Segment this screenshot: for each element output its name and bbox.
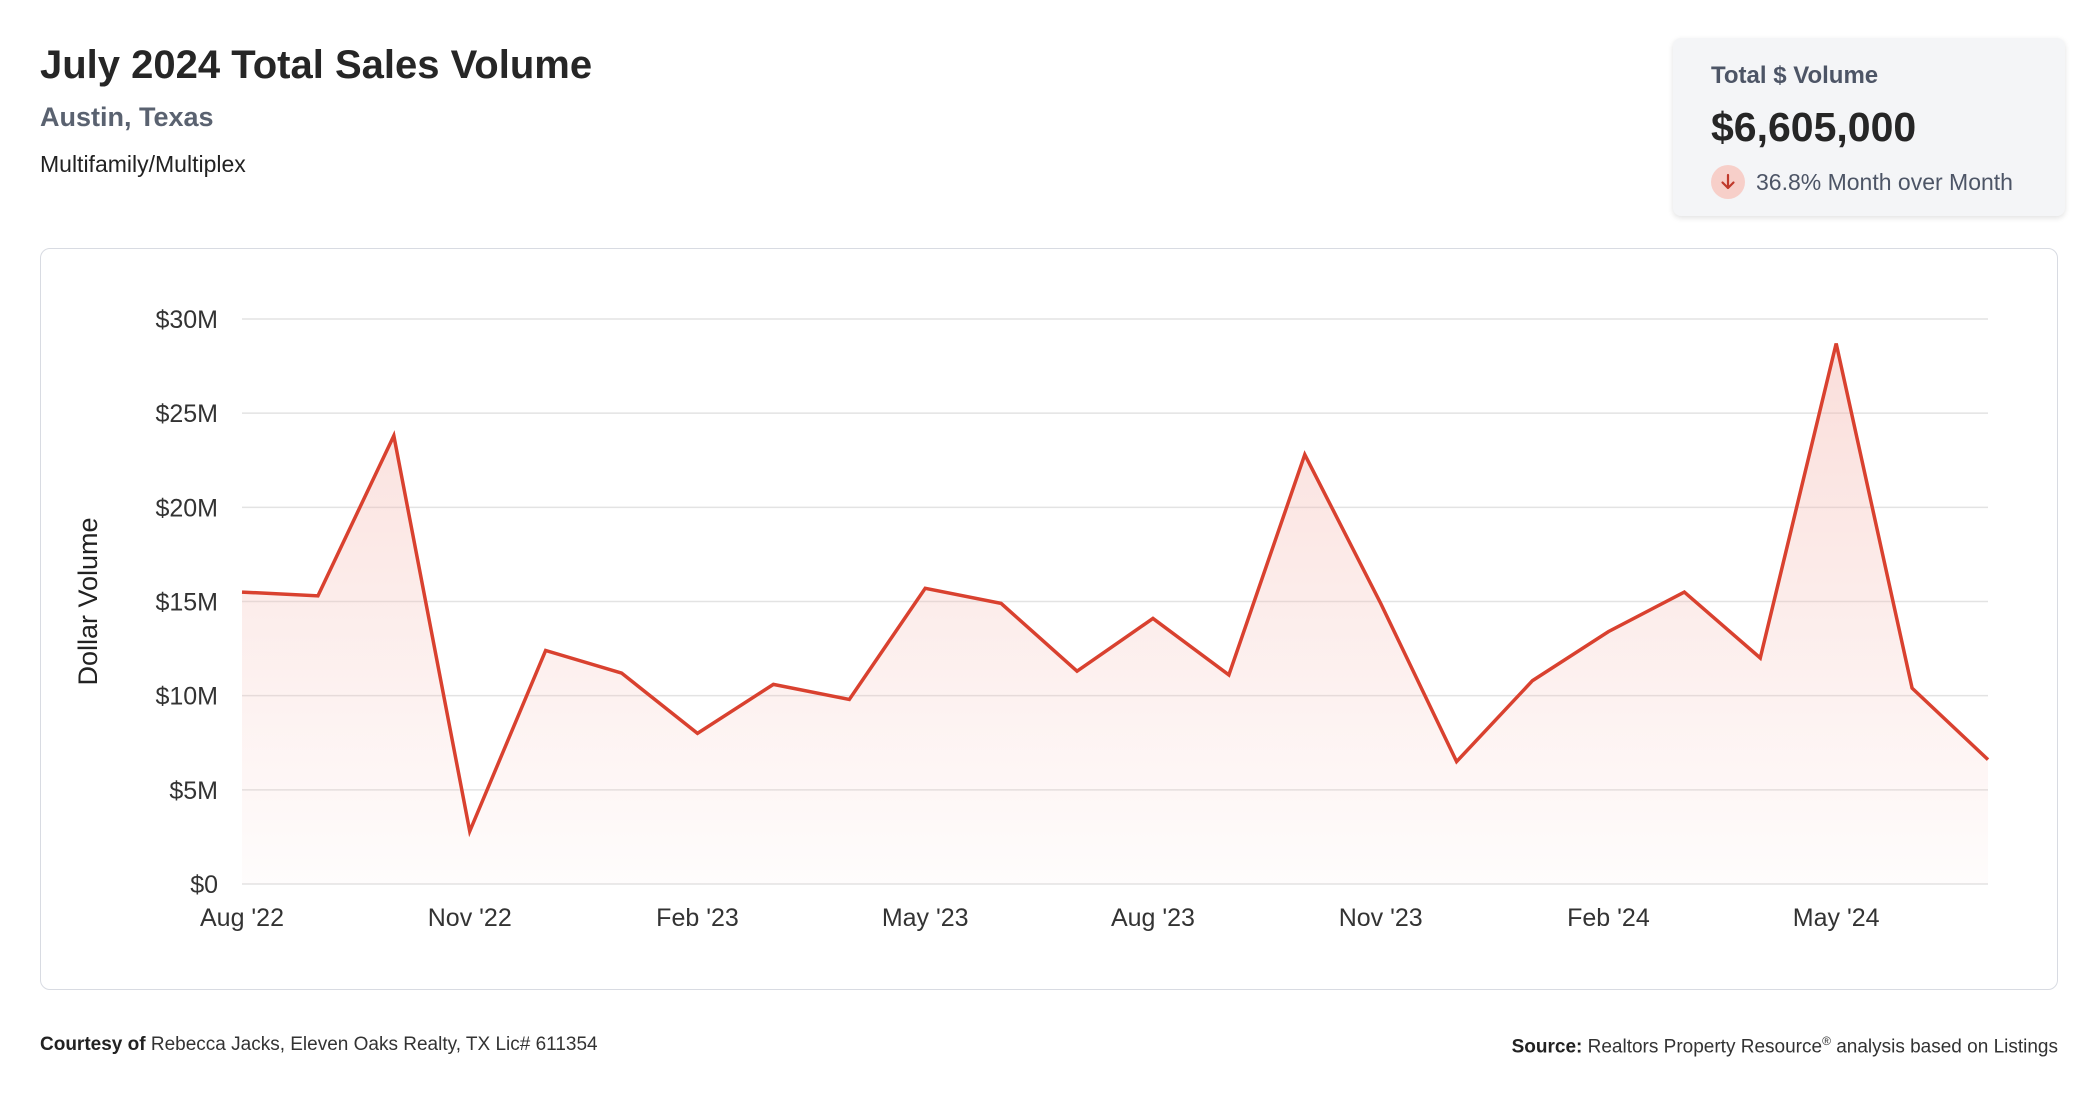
- data-point[interactable]: [843, 693, 855, 705]
- data-point[interactable]: [616, 667, 628, 679]
- source-label: Source:: [1511, 1036, 1583, 1058]
- data-point[interactable]: [1830, 337, 1842, 349]
- data-point[interactable]: [1147, 612, 1159, 624]
- area-fill: [242, 343, 1988, 884]
- data-point[interactable]: [767, 678, 779, 690]
- page-title: July 2024 Total Sales Volume: [40, 43, 593, 87]
- x-tick-label: May '23: [882, 904, 969, 932]
- y-tick-label: $15M: [155, 589, 218, 617]
- y-tick-label: $0: [190, 871, 218, 899]
- courtesy-text: Rebecca Jacks, Eleven Oaks Realty, TX Li…: [150, 1034, 598, 1055]
- x-tick-label: Nov '22: [428, 904, 512, 932]
- location-subtitle: Austin, Texas: [40, 102, 214, 132]
- data-point[interactable]: [919, 582, 931, 594]
- sales-volume-chart: $0 $5M $10M $15M $20M $25M $30M Aug '22 Nov '22 F…: [73, 306, 1994, 932]
- x-tick-label: Aug '22: [200, 904, 284, 932]
- registered-mark: ®: [1822, 1034, 1831, 1048]
- stat-value: $6,605,000: [1711, 104, 1917, 150]
- data-point[interactable]: [540, 644, 552, 656]
- data-point[interactable]: [1678, 586, 1690, 598]
- data-point[interactable]: [464, 825, 476, 837]
- data-point[interactable]: [1906, 682, 1918, 694]
- data-point[interactable]: [312, 590, 324, 602]
- data-point[interactable]: [691, 727, 703, 739]
- data-point[interactable]: [236, 586, 248, 598]
- data-point[interactable]: [1299, 449, 1311, 461]
- data-point[interactable]: [1602, 626, 1614, 638]
- courtesy-footer: Courtesy of Rebecca Jacks, Eleven Oaks R…: [40, 1034, 598, 1056]
- data-point[interactable]: [1754, 652, 1766, 664]
- data-point[interactable]: [1071, 665, 1083, 677]
- y-tick-label: $5M: [169, 777, 218, 805]
- data-point[interactable]: [1527, 675, 1539, 687]
- series-line: [241, 343, 1990, 838]
- data-point[interactable]: [1451, 756, 1463, 768]
- stat-change-text: 36.8% Month over Month: [1756, 168, 2013, 195]
- x-tick-label: Feb '24: [1567, 904, 1650, 932]
- data-point[interactable]: [388, 430, 400, 442]
- data-point[interactable]: [1223, 669, 1235, 681]
- x-tick-label: Nov '23: [1339, 904, 1423, 932]
- source-footer: Source: Realtors Property Resource® anal…: [1512, 1034, 2058, 1058]
- y-tick-label: $30M: [155, 306, 218, 334]
- y-tick-label: $25M: [155, 400, 218, 428]
- y-axis-label: Dollar Volume: [73, 517, 103, 685]
- x-tick-label: May '24: [1793, 904, 1880, 932]
- data-point[interactable]: [1375, 597, 1387, 609]
- stat-change: 36.8% Month over Month: [1711, 165, 2065, 199]
- source-text: Realtors Property Resource: [1587, 1036, 1823, 1058]
- header: July 2024 Total Sales Volume Austin, Tex…: [40, 42, 592, 178]
- x-tick-label: Feb '23: [656, 904, 739, 932]
- stat-label: Total $ Volume: [1711, 62, 1879, 89]
- total-volume-card: Total $ Volume $6,605,000 36.8% Month ov…: [1673, 38, 2065, 216]
- x-tick-label: Aug '23: [1111, 904, 1195, 932]
- arrow-down-icon: [1711, 165, 1745, 199]
- y-tick-label: $10M: [155, 683, 218, 711]
- property-category: Multifamily/Multiplex: [40, 151, 246, 177]
- source-tail: analysis based on Listings: [1836, 1036, 2058, 1058]
- courtesy-label: Courtesy of: [40, 1034, 146, 1055]
- data-point[interactable]: [1982, 754, 1994, 766]
- data-point[interactable]: [995, 597, 1007, 609]
- chart-container: $0 $5M $10M $15M $20M $25M $30M Aug '22 Nov '22 F…: [40, 248, 2058, 990]
- y-tick-label: $20M: [155, 494, 218, 522]
